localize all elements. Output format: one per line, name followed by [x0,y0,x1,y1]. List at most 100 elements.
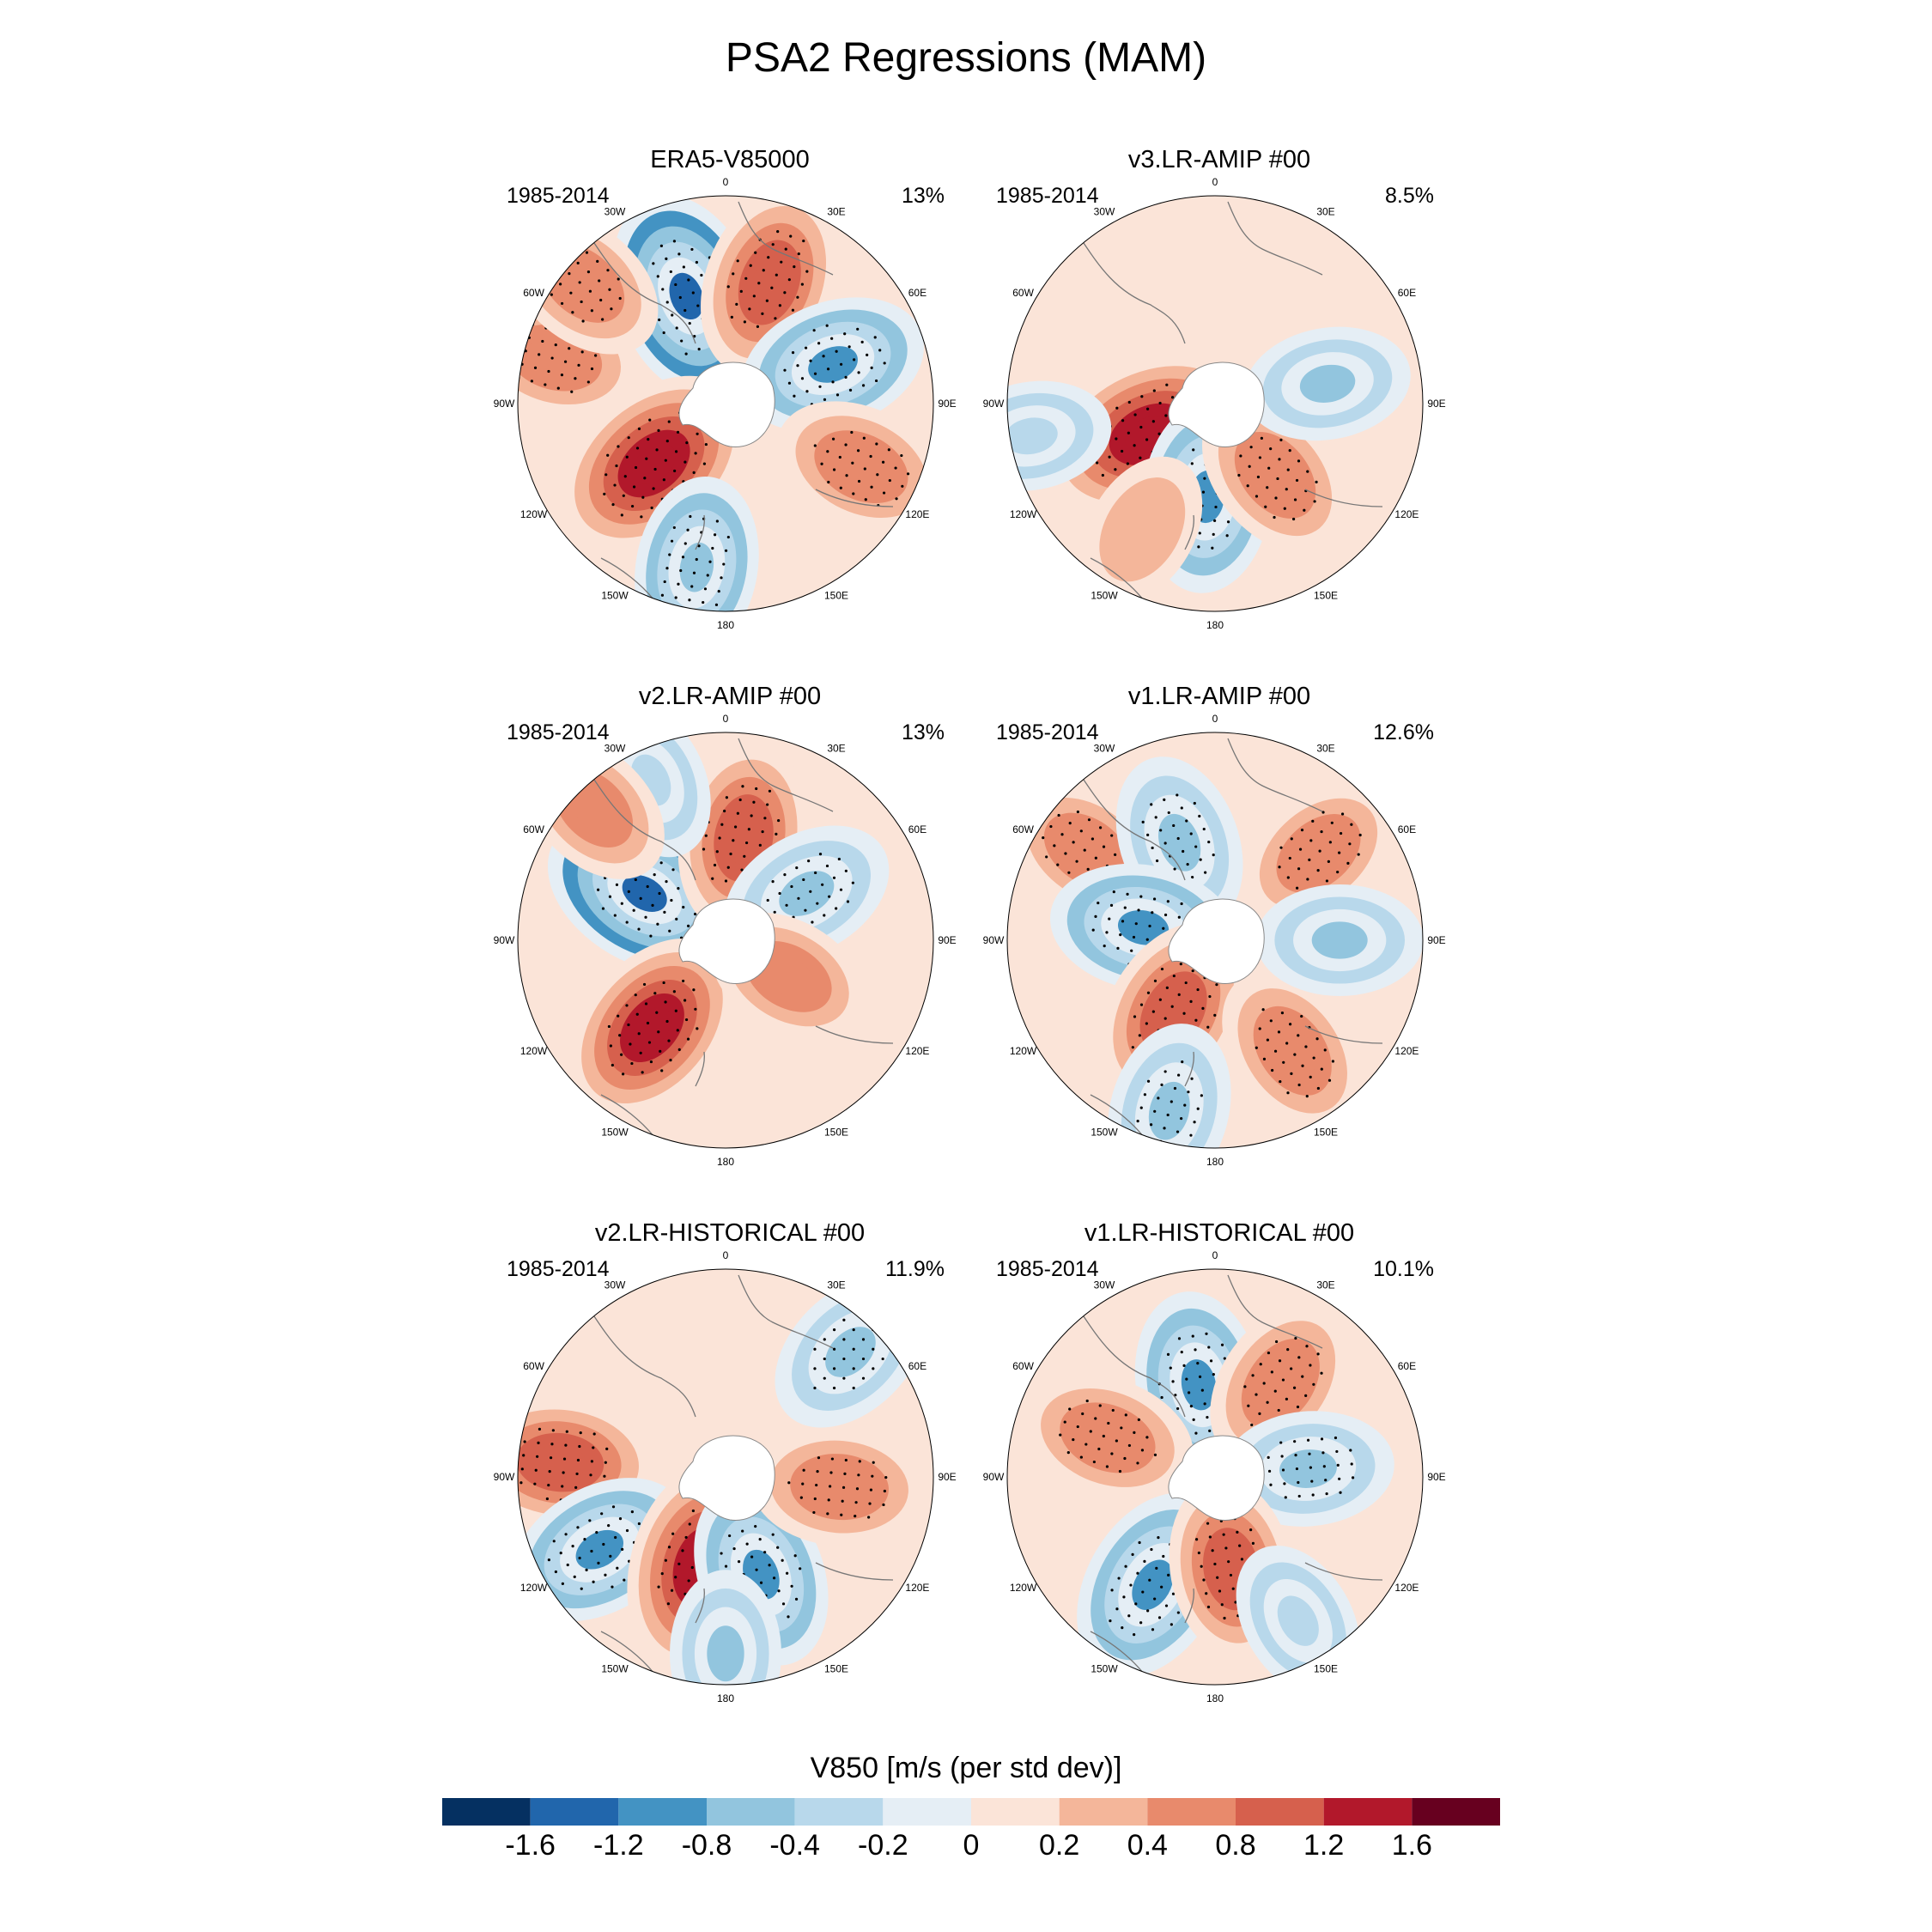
significance-stipple [604,1461,607,1464]
significance-stipple [718,836,721,840]
significance-stipple [1189,1405,1193,1408]
significance-stipple [672,526,676,530]
significance-stipple [1162,927,1165,930]
significance-stipple [538,1427,542,1431]
significance-stipple [1098,826,1103,829]
significance-stipple [1205,1332,1208,1335]
significance-stipple [635,1012,639,1016]
anomaly-contour [810,1467,870,1507]
significance-stipple [1358,833,1362,837]
significance-stipple [1315,1037,1319,1041]
significance-stipple [568,272,571,276]
significance-stipple [548,1470,551,1473]
significance-stipple [864,498,867,501]
significance-stipple [1189,832,1193,835]
significance-stipple [1146,991,1151,994]
significance-stipple [768,789,772,793]
significance-stipple [1255,1393,1258,1396]
significance-stipple [663,910,666,914]
significance-stipple [670,1589,674,1592]
significance-stipple [1103,945,1106,948]
significance-stipple [735,302,738,306]
significance-stipple [1267,466,1271,470]
significance-stipple [1202,827,1206,831]
significance-stipple [689,514,692,519]
significance-stipple [1133,1133,1136,1136]
significance-stipple [678,295,682,300]
significance-stipple [1310,1479,1314,1483]
significance-stipple [802,1468,805,1472]
significance-stipple [656,922,659,926]
significance-stipple [1064,852,1067,855]
coastline [1081,776,1186,881]
significance-stipple [775,832,778,835]
coastline [592,240,696,344]
longitude-label: 180 [717,619,734,631]
significance-stipple [677,252,681,256]
coastline [738,738,834,812]
significance-stipple [653,992,657,995]
significance-stipple [1282,1060,1285,1064]
significance-stipple [1336,1463,1340,1467]
significance-stipple [854,1515,857,1518]
longitude-label: 90E [1427,934,1445,946]
significance-stipple [646,1021,650,1025]
significance-stipple [1308,858,1311,862]
significance-stipple [787,278,791,282]
significance-stipple [1273,515,1276,519]
polar-map: 0 30E 60E 90E 120E 150E 180 150W 120W 90W 60W 30W [983,1249,1446,1704]
significance-stipple [1237,473,1241,477]
longitude-label: 120E [905,508,929,520]
significance-stipple [686,1037,690,1041]
anomaly-contour [1311,921,1368,959]
significance-stipple [685,440,689,445]
significance-stipple [830,337,834,340]
significance-stipple [507,359,510,361]
panel-title: v1.LR-AMIP #00 [1127,683,1311,710]
significance-stipple [1320,1067,1323,1071]
significance-stipple [1191,969,1194,973]
significance-stipple [844,869,848,872]
significance-stipple [1160,1083,1163,1086]
significance-stipple [702,848,706,851]
significance-stipple [1153,1597,1157,1601]
anomaly-contour [575,1529,624,1570]
significance-stipple [800,283,804,286]
colorbar-segment [618,1798,707,1826]
longitude-label: 90E [938,934,956,946]
significance-stipple [571,1545,574,1548]
significance-stipple [872,1461,875,1464]
significance-stipple [637,927,641,931]
significance-stipple [837,857,841,861]
significance-stipple [1186,862,1189,866]
significance-stipple [1105,1465,1109,1468]
significance-stipple [550,356,554,360]
significance-stipple [1308,1452,1311,1455]
significance-stipple [1312,1382,1315,1386]
significance-stipple [1167,1573,1170,1577]
significance-stipple [715,519,719,523]
significance-stipple [1201,490,1206,494]
significance-stipple [1114,468,1117,471]
significance-stipple [1177,993,1181,996]
significance-stipple [1154,816,1157,819]
significance-stipple [671,610,675,611]
significance-stipple [611,1505,616,1509]
significance-stipple [1280,1012,1285,1015]
significance-stipple [702,462,707,465]
significance-stipple [672,990,676,993]
significance-stipple [1166,1352,1170,1356]
significance-stipple [583,1538,586,1541]
significance-stipple [1203,477,1206,480]
significance-stipple [1320,1371,1323,1375]
significance-stipple [777,1589,781,1593]
significance-stipple [1271,1068,1274,1072]
significance-stipple [1140,1449,1145,1452]
significance-stipple [676,430,680,434]
significance-stipple [1126,462,1129,465]
significance-stipple [1311,1493,1315,1497]
significance-stipple [649,1060,653,1064]
anomaly-contour [632,1006,671,1048]
significance-stipple [1094,856,1097,860]
significance-stipple [1176,793,1179,797]
